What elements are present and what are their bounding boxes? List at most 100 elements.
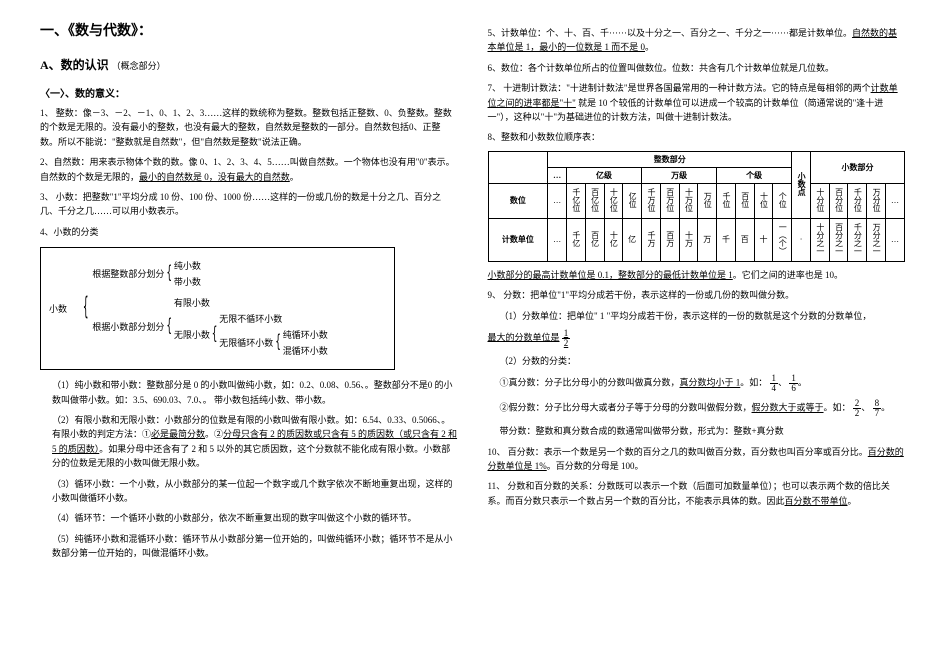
para-proper-fraction: ①真分数：分子比分母小的分数叫做真分数，真分数均小于 1。如： 14、 16。 xyxy=(500,374,906,393)
cell: … xyxy=(548,218,567,261)
bracket-icon: { xyxy=(275,327,280,359)
tree-item: 无限不循环小数 xyxy=(219,311,327,327)
vcell: 个位 xyxy=(778,190,786,210)
cell: … xyxy=(548,183,567,218)
vcell: 万分之一 xyxy=(872,221,880,257)
tree-item: 纯循环小数 xyxy=(283,327,328,343)
fraction-14: 14 xyxy=(770,374,779,393)
cell: 十位 xyxy=(754,183,773,218)
cell: 十亿位 xyxy=(604,183,623,218)
p9-1a: （1）分数单位：把单位" 1 "平均分成若干份，表示这样的一份的数就是这个分数的… xyxy=(500,311,872,321)
cell: 十亿 xyxy=(604,218,623,261)
cell: 十万位 xyxy=(679,183,698,218)
vcell: 千分位 xyxy=(853,186,861,214)
p9-1b: 最大的分数单位是 xyxy=(488,332,560,342)
cell: 百分之一 xyxy=(829,218,848,261)
p6e: 。如果分母中还含有了 2 和 5 以外的其它质因数，这个分数就不能化成有限小数。… xyxy=(52,444,450,468)
cell: 亿 xyxy=(623,218,642,261)
cell: 千位 xyxy=(717,183,736,218)
bracket-icon: { xyxy=(212,319,217,351)
dot-label: 小数点 xyxy=(797,170,805,198)
para-mixed-number: 带分数：整数和真分数合成的数通常叫做带分数，形式为：整数+真分数 xyxy=(500,424,906,438)
para-fraction-types: （2）分数的分类： xyxy=(500,354,906,368)
vcell: 十位 xyxy=(760,190,768,210)
frac-den: 2 xyxy=(562,339,571,348)
vcell: 万位 xyxy=(703,190,711,210)
p92a-u: 真分数均小于 1 xyxy=(680,378,741,388)
vcell: 千亿 xyxy=(572,229,580,249)
cell: 万 xyxy=(698,218,717,261)
p6c: 。② xyxy=(205,429,223,439)
cell: 亿位 xyxy=(623,183,642,218)
th-int: 整数部分 xyxy=(548,151,792,167)
tree-item: 有限小数 xyxy=(174,295,328,311)
cell: 个位 xyxy=(773,183,792,218)
cell: 万位 xyxy=(698,183,717,218)
vcell: 十亿 xyxy=(609,229,617,249)
vcell: 千万 xyxy=(647,229,655,249)
left-column: 一、《数与代数》： A、数的认识 （概念部分） 〈一〉、数的意义： 1、 整数：… xyxy=(30,20,468,635)
para-pure-decimal: （1）纯小数和带小数：整数部分是 0 的小数叫做纯小数，如：0.2、0.08、0… xyxy=(52,378,458,407)
cell-dot: · xyxy=(792,218,811,261)
cell: 百亿位 xyxy=(585,183,604,218)
row-label: 计数单位 xyxy=(488,218,548,261)
cell: 千万位 xyxy=(642,183,661,218)
vcell: 千万位 xyxy=(647,186,655,214)
tree-root: 小数 xyxy=(49,301,79,317)
p10a: 10、 百分数：表示一个数是另一个数的百分之几的数叫做百分数，百分数也叫百分率或… xyxy=(488,447,868,457)
fraction-87: 87 xyxy=(873,399,882,418)
para-decimal: 3、 小数：把整数"1"平均分成 10 份、100 份、1000 份……这样的一… xyxy=(40,190,458,219)
cell: 万分位 xyxy=(867,183,886,218)
vcell: 十万 xyxy=(684,229,692,249)
vcell: 百万 xyxy=(666,229,674,249)
cell: 千万 xyxy=(642,218,661,261)
para-count-unit: 5、计数单位：个、十、百、千······以及十分之一、百分之一、千分之一····… xyxy=(488,26,906,55)
subsection-1: 〈一〉、数的意义： xyxy=(40,85,458,100)
vcell: 万分位 xyxy=(872,186,880,214)
para-decimal-system: 7、 十进制计数法："十进制计数法"是世界各国最常用的一种计数方法。它的特点是每… xyxy=(488,81,906,124)
p5a: 5、计数单位：个、十、百、千······以及十分之一、百分之一、千分之一····… xyxy=(488,28,852,38)
vcell: 一︵个︶ xyxy=(778,221,786,257)
th-dot: 小数点 xyxy=(792,151,811,218)
th-level: … xyxy=(548,167,567,183)
th-level: 个级 xyxy=(717,167,792,183)
decimal-tree: 小数 { 根据整数部分划分 { 纯小数 带小数 根据小数部分划分 { 有限小数 xyxy=(40,247,395,370)
vcell: 百亿位 xyxy=(591,186,599,214)
place-value-table: 整数部分 小数点 小数部分 … 亿级 万级 个级 数位 … 千亿位 百亿位 十亿… xyxy=(488,151,906,262)
vcell: 百位 xyxy=(741,190,749,210)
th-level: 万级 xyxy=(642,167,717,183)
vcell: 千分之一 xyxy=(853,221,861,257)
cell: 百亿 xyxy=(585,218,604,261)
title-main: 一、《数与代数》： xyxy=(40,20,458,40)
vcell: 千亿位 xyxy=(572,186,580,214)
vcell: 十分位 xyxy=(816,186,824,214)
cell: 万分之一 xyxy=(867,218,886,261)
p92b-post: 。如： xyxy=(824,403,851,413)
cell: 十分位 xyxy=(810,183,829,218)
tree-item: 无限小数 xyxy=(174,327,210,343)
vcell: 十万位 xyxy=(684,186,692,214)
para-max-fraction-unit: 最大的分数单位是 12 xyxy=(488,329,906,348)
cell: 百分位 xyxy=(829,183,848,218)
para-natural-c: 。 xyxy=(290,172,299,182)
fraction-half: 12 xyxy=(562,329,571,348)
vcell: 百分位 xyxy=(835,186,843,214)
cell: 千亿 xyxy=(567,218,586,261)
vcell: 百分之一 xyxy=(835,221,843,257)
table-row: 计数单位 … 千亿 百亿 十亿 亿 千万 百万 十万 万 千 百 十 一︵个︶ … xyxy=(488,218,905,261)
bracket-icon: { xyxy=(166,258,171,290)
para-natural: 2、自然数：用来表示物体个数的数。像 0、1、2、3、4、5……叫做自然数。一个… xyxy=(40,155,458,184)
p6b: 必是最简分数 xyxy=(151,429,205,439)
p10c: 。百分数的分母是 100。 xyxy=(547,461,644,471)
vcell: 千位 xyxy=(722,190,730,210)
tree-item: 混循环小数 xyxy=(283,343,328,359)
section-a-text: A、数的认识 xyxy=(40,58,109,72)
cell: 百位 xyxy=(735,183,754,218)
para-improper-fraction: ②假分数：分子比分母大或者分子等于分母的分数叫做假分数，假分数大于或等于。如： … xyxy=(500,399,906,418)
cell: 百 xyxy=(735,218,754,261)
p8ba: 小数部分的最高计数单位是 0.1，整数部分的最低计数单位是 1 xyxy=(488,270,733,280)
frac-den: 6 xyxy=(789,384,798,393)
tree-item: 无限循环小数 xyxy=(219,335,273,351)
para-digit-place: 6、数位：各个计数单位所占的位置叫做数位。位数：共含有几个计数单位就是几位数。 xyxy=(488,61,906,75)
cell: 十 xyxy=(754,218,773,261)
